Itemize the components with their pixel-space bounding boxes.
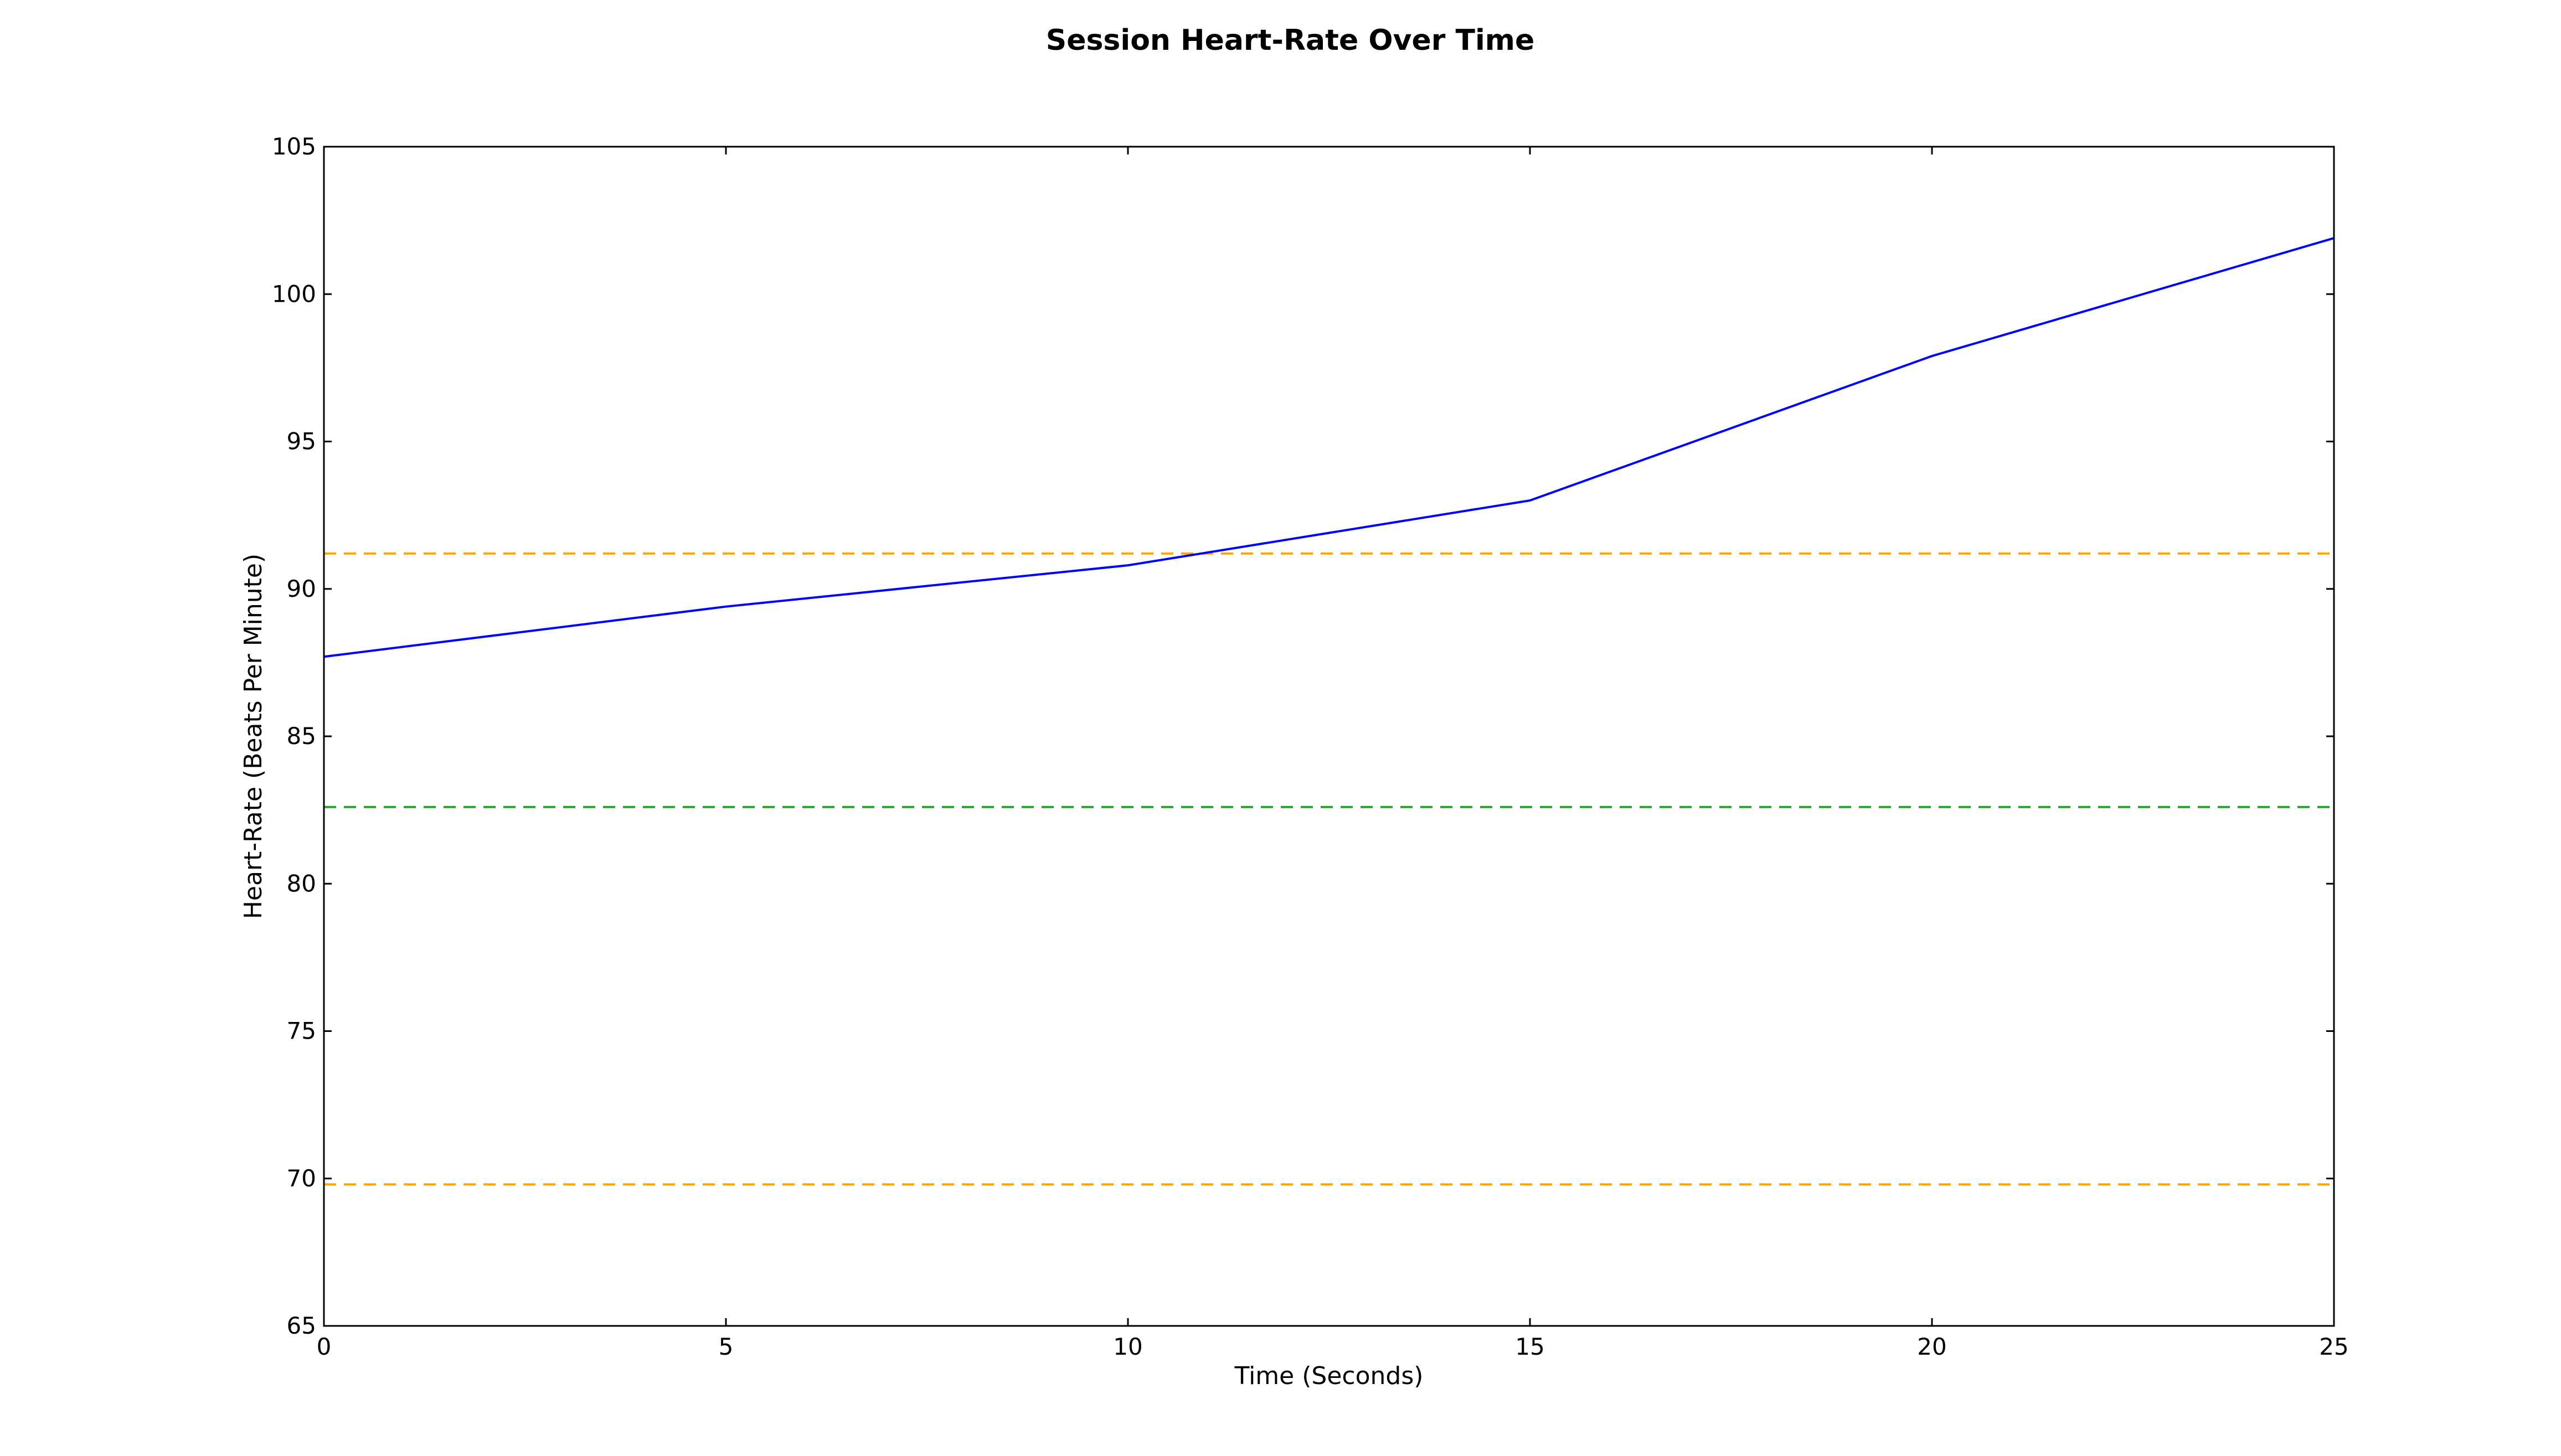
series-line-0	[323, 237, 2335, 658]
y-axis-label: Heart-Rate (Beats Per Minute)	[239, 554, 267, 919]
x-tick-label: 0	[317, 1333, 332, 1360]
y-tick-label: 95	[287, 428, 316, 455]
reference-lines	[324, 552, 2334, 1186]
x-tick-label: 25	[2319, 1333, 2348, 1360]
chart-title: Session Heart-Rate Over Time	[1046, 24, 1534, 57]
y-tick-label: 85	[287, 722, 316, 750]
y-tick-label: 100	[272, 280, 316, 307]
y-tick-label: 105	[272, 133, 316, 160]
y-tick-label: 75	[287, 1018, 316, 1045]
y-tick-label: 70	[287, 1165, 316, 1192]
x-tick-label: 10	[1113, 1333, 1142, 1360]
data-point	[1529, 500, 1531, 501]
y-axis: 65 70 75 80 85 90 95 100 105	[272, 133, 2334, 1339]
x-axis: 0 5 10 15 20 25	[317, 147, 2349, 1360]
x-tick-label: 5	[719, 1333, 734, 1360]
data-point	[1127, 565, 1129, 566]
x-axis-label: Time (Seconds)	[1234, 1362, 1424, 1390]
x-tick-label: 20	[1917, 1333, 1946, 1360]
x-tick-label: 15	[1515, 1333, 1544, 1360]
data-point	[1931, 355, 1933, 357]
y-tick-label: 65	[287, 1312, 316, 1339]
y-tick-label: 90	[287, 575, 316, 602]
y-tick-label: 80	[287, 870, 316, 897]
